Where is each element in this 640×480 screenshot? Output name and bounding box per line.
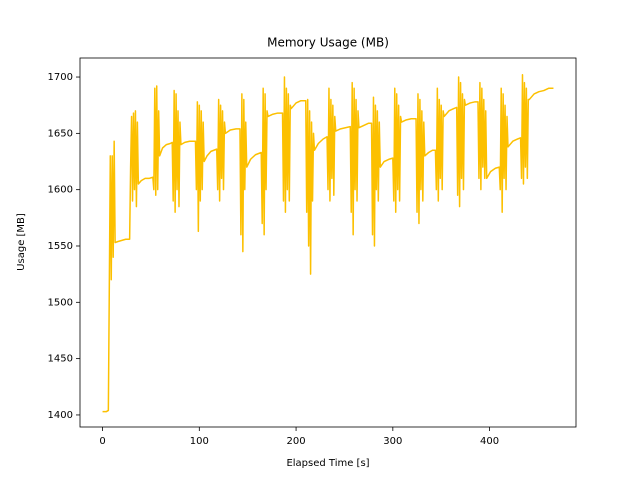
x-axis-label: Elapsed Time [s] <box>286 458 369 469</box>
y-tick-label: 1500 <box>48 297 73 308</box>
x-tick-label: 200 <box>287 436 306 447</box>
x-tick-label: 300 <box>383 436 402 447</box>
data-line <box>102 74 554 413</box>
axes-frame <box>79 57 577 428</box>
y-tick-label: 1550 <box>48 241 73 252</box>
chart-title: Memory Usage (MB) <box>267 36 389 50</box>
y-tick-label: 1450 <box>48 354 73 365</box>
x-tick-label: 0 <box>99 436 105 447</box>
y-tick-label: 1400 <box>48 410 73 421</box>
x-tick-label: 100 <box>190 436 209 447</box>
y-tick-label: 1600 <box>48 185 73 196</box>
y-tick-label: 1650 <box>48 128 73 139</box>
x-tick-label: 400 <box>480 436 499 447</box>
y-axis-label: Usage [MB] <box>16 213 27 271</box>
y-tick-label: 1700 <box>48 72 73 83</box>
